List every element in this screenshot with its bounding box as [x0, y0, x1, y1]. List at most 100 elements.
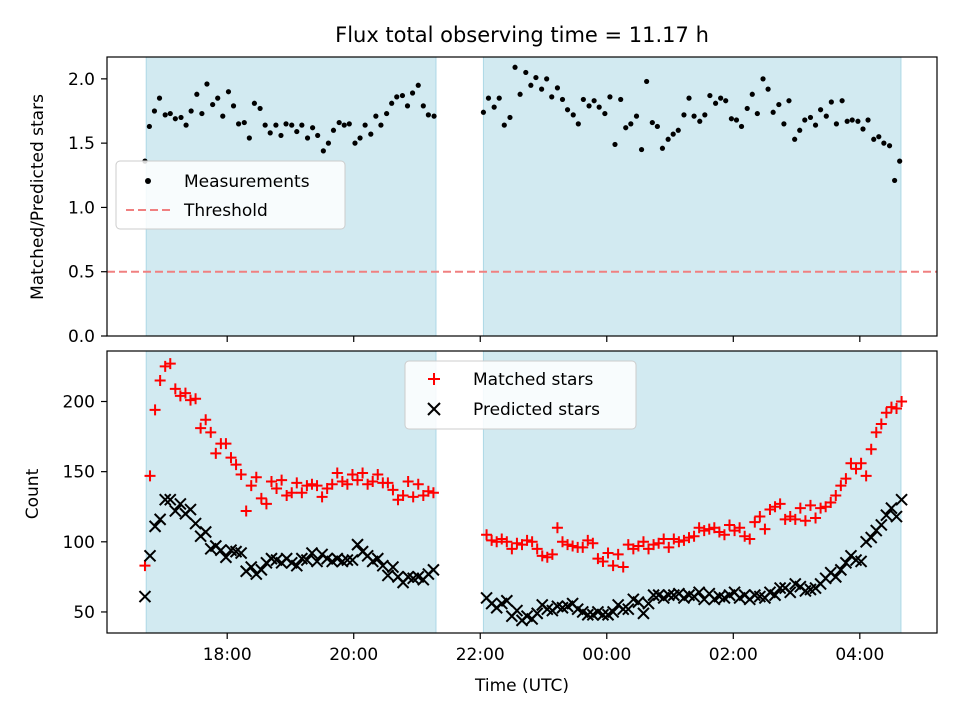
predicted-point: [174, 497, 187, 511]
legend-matched-label: Matched stars: [473, 370, 593, 390]
measurement-point: [194, 91, 200, 97]
measurement-point: [776, 101, 782, 108]
measurement-point: [262, 122, 268, 128]
measurement-point: [199, 110, 205, 117]
measurement-point: [404, 103, 411, 109]
measurement-point: [876, 134, 882, 140]
bottom-x-tick-label: 20:00: [329, 645, 378, 665]
predicted-point: [300, 553, 314, 567]
predicted-point: [153, 513, 167, 526]
bottom-y-label: Count: [23, 468, 43, 519]
matched-point: [367, 475, 379, 487]
matched-point: [301, 480, 313, 492]
predicted-point: [184, 503, 197, 516]
measurement-point: [612, 141, 618, 148]
matched-point: [536, 550, 548, 562]
measurement-point: [797, 127, 803, 133]
matched-point: [250, 471, 262, 483]
legend-threshold-label: Threshold: [183, 201, 268, 221]
measurement-point: [431, 113, 437, 119]
predicted-point: [234, 546, 248, 560]
predicted-point: [290, 559, 303, 572]
measurement-point: [409, 90, 416, 96]
measurement-point: [220, 113, 226, 119]
matched-point: [291, 477, 303, 489]
measurement-point: [892, 177, 898, 184]
matched-point: [698, 525, 710, 537]
measurement-point: [162, 112, 168, 118]
matched-point: [481, 529, 493, 541]
measurement-point: [151, 108, 158, 114]
predicted-point: [381, 569, 395, 582]
matched-point: [531, 543, 543, 555]
predicted-point: [310, 555, 324, 568]
measurement-point: [215, 95, 221, 101]
measurement-point: [871, 136, 877, 142]
measurement-point: [315, 132, 321, 139]
matched-point: [880, 407, 892, 419]
measurement-point: [336, 119, 342, 126]
predicted-point: [880, 508, 893, 522]
matched-point: [205, 426, 217, 438]
measurement-point: [523, 69, 529, 76]
measurement-point: [384, 110, 390, 117]
matched-point: [501, 536, 513, 548]
measurement-point: [156, 95, 163, 101]
measurement-point: [346, 121, 352, 127]
bottom-x-label: Time (UTC): [474, 676, 569, 696]
measurement-point: [686, 95, 692, 101]
predicted-point: [510, 604, 524, 617]
matched-point: [789, 513, 801, 525]
measurement-point: [633, 113, 640, 119]
matched-point: [179, 387, 191, 399]
matched-point: [225, 452, 237, 464]
matched-point: [673, 536, 685, 548]
measurement-point: [786, 98, 792, 104]
matched-point: [587, 537, 599, 549]
matched-point: [190, 393, 202, 405]
matched-point: [774, 498, 786, 510]
measurement-point: [860, 126, 866, 132]
measurement-point: [188, 108, 194, 114]
bottom-y-tick-label: 100: [63, 533, 95, 553]
measurement-point: [897, 158, 903, 164]
matched-point: [422, 485, 434, 497]
predicted-point: [784, 586, 797, 599]
matched-point: [759, 523, 771, 535]
matched-point: [521, 534, 533, 546]
measurement-point: [357, 135, 363, 141]
predicted-point: [768, 588, 782, 602]
bottom-y-axis: 50 100 150 200: [63, 393, 107, 623]
matched-point: [245, 480, 257, 492]
matched-point: [683, 532, 695, 544]
matched-point: [352, 474, 364, 486]
measurement-point: [549, 94, 555, 100]
measurement-point: [723, 98, 729, 104]
predicted-point: [647, 588, 660, 602]
matched-point: [296, 487, 308, 499]
matched-point: [612, 548, 624, 560]
measurement-point: [278, 132, 284, 139]
measurement-point: [341, 122, 347, 128]
matched-point: [648, 539, 660, 551]
bottom-plot-frame: [106, 350, 938, 634]
matched-point: [546, 548, 558, 560]
matched-point: [799, 515, 811, 527]
matched-point: [830, 490, 842, 502]
legend-matched-marker: [428, 373, 440, 385]
predicted-point: [839, 556, 853, 570]
measurement-point: [501, 122, 507, 128]
matched-point: [607, 560, 619, 572]
matched-point: [316, 491, 328, 503]
top-legend: Measurements Threshold: [115, 160, 346, 230]
measurement-point: [844, 118, 850, 124]
matched-point: [663, 541, 675, 553]
matched-point: [804, 499, 816, 511]
matched-point: [169, 383, 181, 395]
matched-point: [850, 463, 862, 475]
matched-point: [749, 516, 761, 528]
measurement-point: [283, 121, 289, 127]
matched-point: [220, 438, 232, 450]
matched-point: [326, 478, 338, 490]
measurement-point: [712, 100, 719, 106]
